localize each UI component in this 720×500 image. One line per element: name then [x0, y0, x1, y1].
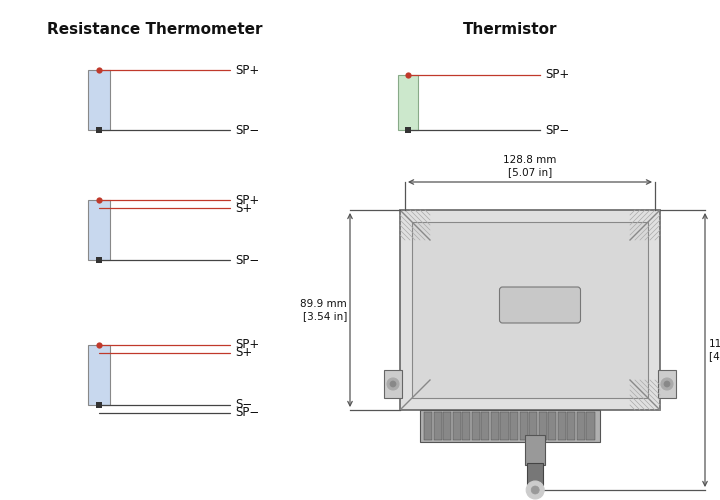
Bar: [398, 75, 418, 130]
Text: S+: S+: [235, 346, 252, 360]
Bar: [462, 412, 470, 440]
Circle shape: [526, 481, 544, 499]
Bar: [88, 70, 110, 130]
Bar: [88, 200, 110, 260]
Bar: [424, 412, 432, 440]
Bar: [491, 412, 499, 440]
Text: S+: S+: [235, 202, 252, 214]
Text: 117.6mm
[4.63 in]: 117.6mm [4.63 in]: [709, 339, 720, 361]
Bar: [482, 412, 490, 440]
Text: SP+: SP+: [235, 64, 259, 76]
Text: SP+: SP+: [545, 68, 570, 82]
Bar: [433, 412, 441, 440]
Bar: [539, 412, 546, 440]
Bar: [587, 412, 595, 440]
Bar: [443, 412, 451, 440]
Bar: [400, 210, 660, 410]
Bar: [658, 370, 676, 398]
Bar: [384, 370, 402, 398]
Bar: [525, 435, 545, 465]
Bar: [453, 412, 461, 440]
Bar: [529, 412, 537, 440]
Bar: [88, 345, 110, 405]
Text: 128.8 mm
[5.07 in]: 128.8 mm [5.07 in]: [503, 156, 557, 177]
Bar: [420, 410, 600, 442]
Circle shape: [390, 381, 396, 387]
Circle shape: [664, 381, 670, 387]
Bar: [520, 412, 528, 440]
Circle shape: [531, 486, 539, 494]
Circle shape: [661, 378, 673, 390]
Text: 89.9 mm
[3.54 in]: 89.9 mm [3.54 in]: [300, 299, 347, 321]
Text: Thermistor: Thermistor: [463, 22, 557, 38]
FancyBboxPatch shape: [500, 287, 580, 323]
Text: SP+: SP+: [235, 194, 259, 206]
Text: SP−: SP−: [235, 406, 259, 420]
Bar: [567, 412, 575, 440]
Bar: [577, 412, 585, 440]
Bar: [548, 412, 557, 440]
Text: Resistance Thermometer: Resistance Thermometer: [48, 22, 263, 38]
Bar: [527, 463, 543, 485]
Bar: [510, 412, 518, 440]
Text: S−: S−: [235, 398, 252, 411]
Text: SP−: SP−: [545, 124, 570, 136]
Bar: [500, 412, 508, 440]
Bar: [472, 412, 480, 440]
Text: SP+: SP+: [235, 338, 259, 351]
Text: SP−: SP−: [235, 254, 259, 266]
Text: SP−: SP−: [235, 124, 259, 136]
Bar: [558, 412, 566, 440]
Circle shape: [387, 378, 399, 390]
Bar: [412, 222, 648, 398]
